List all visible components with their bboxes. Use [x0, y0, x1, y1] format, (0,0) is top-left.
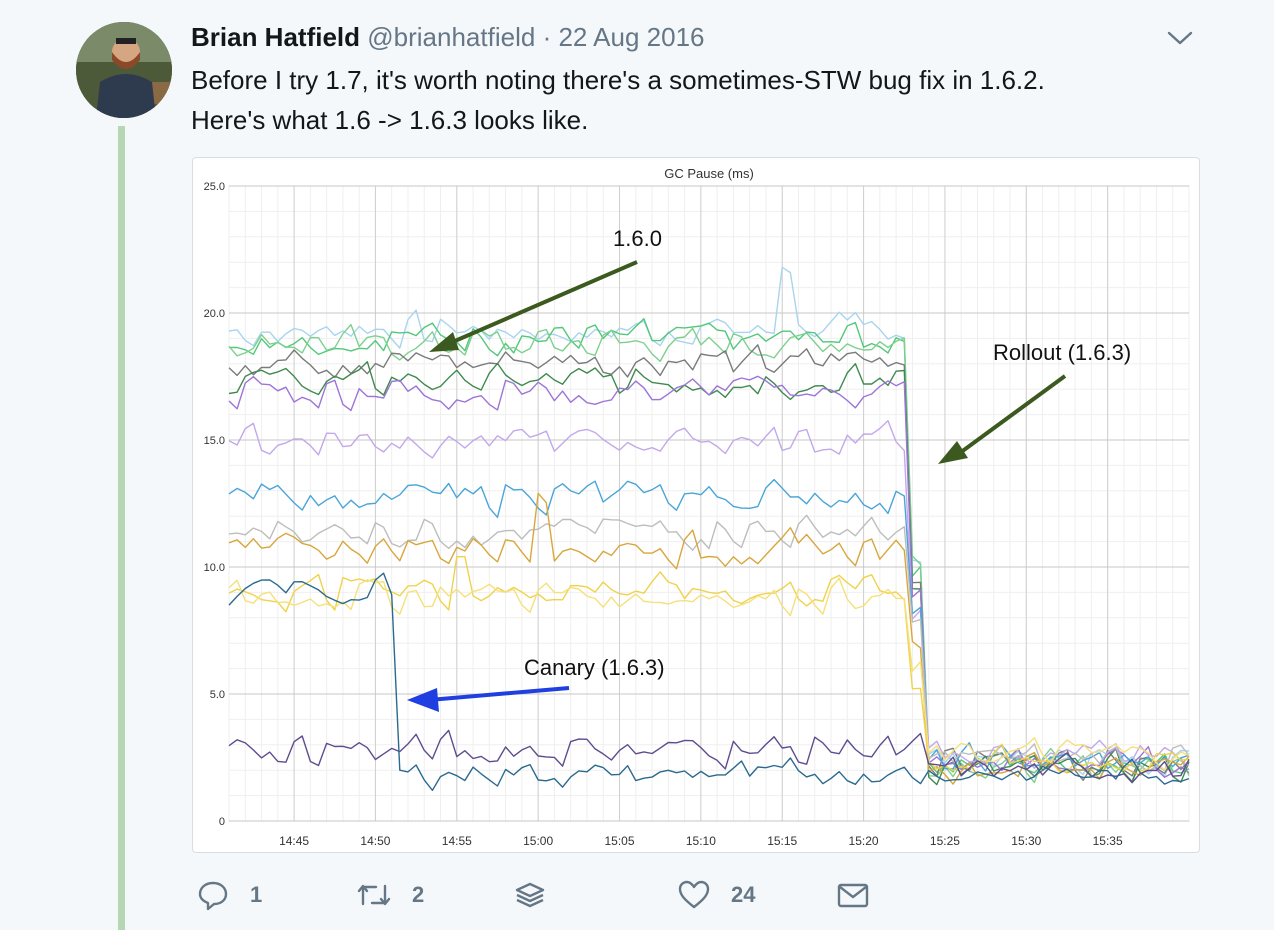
annotation-rollout: Rollout (1.6.3): [993, 340, 1131, 365]
series-line: [228, 344, 1190, 781]
x-tick-label: 15:15: [767, 834, 797, 848]
annotation-canary: Canary (1.6.3): [524, 655, 665, 680]
tweet-text-line: Before I try 1.7, it's worth noting ther…: [191, 65, 1045, 95]
arrow-160: [440, 260, 638, 349]
x-tick-label: 15:25: [930, 834, 960, 848]
reply-count: 1: [250, 882, 263, 907]
tweet-text-line: Here's what 1.6 -> 1.6.3 looks like.: [191, 105, 589, 135]
reply-icon: [198, 881, 228, 911]
x-tick-label: 14:50: [360, 834, 390, 848]
mail-icon: [837, 883, 869, 908]
x-tick-label: 15:30: [1011, 834, 1041, 848]
y-tick-label: 20.0: [204, 308, 225, 320]
x-tick-label: 15:00: [523, 834, 553, 848]
x-tick-label: 14:55: [442, 834, 472, 848]
layers-button[interactable]: [513, 875, 547, 915]
y-tick-label: 15.0: [204, 435, 225, 447]
x-tick-label: 15:05: [604, 834, 634, 848]
y-tick-label: 25.0: [204, 181, 225, 193]
arrow-rollout-head: [938, 441, 968, 464]
series-line: [228, 492, 1190, 785]
like-button[interactable]: 24: [677, 875, 755, 915]
heart-icon: [678, 880, 710, 909]
x-tick-label: 14:45: [279, 834, 309, 848]
action-bar: 1 2 24: [0, 875, 1274, 925]
series-line: [228, 514, 1190, 773]
arrow-rollout: [951, 374, 1067, 460]
x-tick-label: 15:35: [1093, 834, 1123, 848]
series-line: [228, 572, 1190, 791]
annotation-160: 1.6.0: [613, 226, 662, 251]
arrow-canary-head: [407, 688, 439, 712]
series-line: [228, 420, 1190, 769]
message-button[interactable]: [836, 875, 870, 915]
like-count: 24: [731, 882, 756, 907]
gc-pause-chart: 14:45 14:50 14:55 15:00 15:05 15:10 15:15 15:20…: [204, 166, 1190, 848]
series-line: [228, 555, 1190, 773]
reply-button[interactable]: 1: [196, 875, 262, 915]
y-tick-label: 10.0: [204, 562, 225, 574]
series-line: [228, 577, 1190, 771]
tweet-header: Brian Hatfield @brianhatfield · 22 Aug 2…: [191, 20, 705, 54]
header-separator: ·: [542, 22, 552, 52]
series-line: [228, 478, 1190, 772]
author-name[interactable]: Brian Hatfield: [191, 22, 361, 52]
avatar[interactable]: [76, 22, 172, 118]
y-tick-label: 0: [219, 816, 225, 828]
series-line: [228, 323, 1190, 784]
author-handle[interactable]: @brianhatfield: [367, 22, 536, 52]
layers-icon: [515, 882, 545, 908]
thread-line: [118, 126, 125, 930]
tweet-date[interactable]: 22 Aug 2016: [558, 22, 705, 52]
tweet-text: Before I try 1.7, it's worth noting ther…: [191, 60, 1045, 140]
retweet-button[interactable]: 2: [356, 875, 424, 915]
retweet-count: 2: [412, 882, 425, 907]
y-tick-label: 5.0: [210, 689, 225, 701]
x-tick-label: 15:20: [849, 834, 879, 848]
chart-title: GC Pause (ms): [664, 166, 754, 181]
retweet-icon: [357, 884, 391, 906]
arrow-canary: [428, 686, 570, 702]
arrow-160-head: [429, 332, 459, 352]
chevron-down-icon[interactable]: [1166, 26, 1194, 50]
media-card[interactable]: 14:45 14:50 14:55 15:00 15:05 15:10 15:15 15:20…: [192, 157, 1200, 853]
series-line: [228, 729, 1190, 784]
x-tick-label: 15:10: [686, 834, 716, 848]
